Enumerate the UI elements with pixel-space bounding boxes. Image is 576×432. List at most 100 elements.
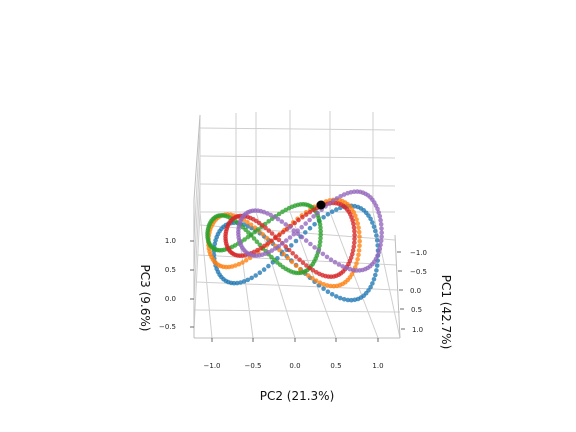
data-point xyxy=(248,222,254,228)
data-point xyxy=(297,257,302,263)
data-point xyxy=(248,233,254,238)
data-point xyxy=(321,282,326,287)
data-point xyxy=(279,219,285,224)
data-point xyxy=(264,235,270,241)
pc3-tick-label: 0.5 xyxy=(165,266,176,274)
pc1-tick-label: 0.5 xyxy=(411,306,422,314)
data-point xyxy=(269,238,274,244)
series-layer xyxy=(205,189,385,303)
axis-panes xyxy=(193,110,401,339)
data-point xyxy=(280,209,285,215)
data-point xyxy=(311,207,316,213)
grid-line xyxy=(194,309,401,313)
grid-line xyxy=(193,155,201,271)
data-point xyxy=(313,278,319,284)
data-point xyxy=(304,263,309,268)
data-point xyxy=(329,292,335,297)
data-point xyxy=(212,241,218,247)
data-point xyxy=(324,254,330,260)
data-point xyxy=(272,214,277,220)
data-point xyxy=(283,244,289,249)
data-point xyxy=(312,222,317,227)
data-point xyxy=(292,220,298,226)
data-point xyxy=(352,228,357,234)
data-point xyxy=(293,254,299,259)
data-point xyxy=(352,232,357,238)
data-point xyxy=(378,217,383,223)
data-point xyxy=(291,231,297,237)
data-point xyxy=(289,243,294,248)
data-point xyxy=(246,230,251,235)
data-point xyxy=(303,230,308,235)
data-point xyxy=(252,229,257,235)
data-point xyxy=(378,238,384,244)
data-point xyxy=(354,217,359,222)
data-point xyxy=(240,260,245,265)
data-point xyxy=(379,230,385,235)
pc3-tick-label: 1.0 xyxy=(165,237,176,245)
pc2-tick-label: 0.0 xyxy=(289,362,300,370)
data-point xyxy=(334,207,339,212)
data-point xyxy=(290,251,296,256)
data-point xyxy=(321,215,326,220)
data-point xyxy=(236,261,242,267)
pc1-tick-label: −0.5 xyxy=(410,268,427,276)
data-point xyxy=(243,258,249,263)
start-point-marker xyxy=(316,200,326,210)
data-point xyxy=(265,241,271,246)
data-point xyxy=(311,214,316,219)
data-point xyxy=(370,281,375,286)
grid-line xyxy=(372,211,401,339)
data-point xyxy=(366,288,371,293)
pc1-axis-title: PC1 (42.7%) xyxy=(439,275,453,350)
data-point xyxy=(262,243,267,249)
data-point xyxy=(374,233,379,238)
data-point xyxy=(356,252,361,258)
data-point xyxy=(293,263,299,269)
data-point xyxy=(306,273,311,278)
data-point xyxy=(352,203,358,209)
data-point xyxy=(334,294,339,299)
data-point xyxy=(379,234,384,240)
data-point xyxy=(298,266,303,272)
data-point xyxy=(263,225,268,231)
data-point xyxy=(374,238,380,243)
data-point xyxy=(249,275,254,281)
data-point xyxy=(277,247,282,253)
data-point xyxy=(251,236,257,241)
pc2-tick-label: −1.0 xyxy=(204,362,221,370)
data-point xyxy=(280,229,286,235)
data-point xyxy=(374,268,379,273)
data-point xyxy=(368,284,373,290)
data-point xyxy=(327,201,332,206)
data-point xyxy=(341,297,347,302)
pc2-tick-label: 0.5 xyxy=(330,362,341,370)
data-point xyxy=(325,289,331,295)
data-point xyxy=(254,239,260,244)
data-point xyxy=(266,263,271,269)
data-point xyxy=(289,259,295,265)
data-point xyxy=(317,239,323,245)
data-point xyxy=(379,226,384,231)
data-point xyxy=(307,225,313,231)
data-point xyxy=(318,228,324,234)
data-point xyxy=(330,198,336,204)
data-point xyxy=(338,295,343,301)
data-point xyxy=(355,221,361,226)
data-point xyxy=(344,265,349,271)
data-point xyxy=(317,243,322,248)
data-point xyxy=(373,272,378,278)
data-point xyxy=(291,228,297,233)
data-point xyxy=(317,280,323,286)
data-point xyxy=(350,248,356,253)
data-point xyxy=(356,229,362,235)
data-point xyxy=(287,235,293,240)
data-point xyxy=(345,297,351,303)
pc1-tick-label: −1.0 xyxy=(410,249,427,257)
data-point xyxy=(315,210,320,216)
data-point xyxy=(303,221,309,226)
data-point xyxy=(286,247,292,253)
data-point xyxy=(355,257,360,262)
data-point xyxy=(287,225,293,230)
